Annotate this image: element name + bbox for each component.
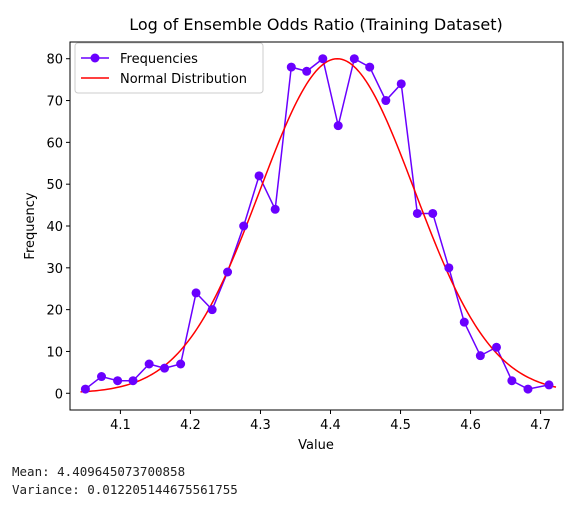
x-tick-label: 4.3 (250, 418, 271, 433)
x-tick-label: 4.5 (390, 418, 411, 433)
x-axis: 4.1 4.2 4.3 4.4 4.5 4.6 4.7 (110, 410, 551, 433)
mean-text: Mean: 4.409645073700858 (12, 464, 186, 479)
series-line-frequencies (84, 57, 550, 390)
legend-box (74, 42, 264, 94)
data-point-frequencies (381, 96, 391, 106)
data-point-frequencies (412, 208, 422, 218)
chart: Log of Ensemble Odds Ratio (Training Dat… (23, 15, 564, 453)
y-tick-label: 0 (55, 387, 63, 402)
data-point-frequencies (176, 359, 186, 369)
data-point-frequencies (444, 263, 454, 273)
y-tick-label: 70 (46, 95, 63, 110)
y-axis-label: Frequency (23, 192, 38, 259)
data-point-frequencies (207, 305, 217, 315)
y-tick-label: 10 (46, 345, 63, 360)
y-axis: 0 10 20 30 40 50 60 70 80 (46, 53, 70, 402)
data-point-frequencies (349, 54, 359, 64)
chart-title: Log of Ensemble Odds Ratio (Training Dat… (129, 15, 503, 34)
y-tick-label: 60 (46, 136, 63, 151)
data-point-frequencies (97, 372, 107, 382)
x-tick-label: 4.4 (320, 418, 341, 433)
data-point-frequencies (318, 54, 328, 64)
series-line-normal-distribution (80, 57, 557, 393)
data-point-frequencies (365, 62, 375, 72)
data-point-frequencies (80, 384, 90, 394)
data-point-frequencies (544, 380, 554, 390)
data-point-frequencies (396, 79, 406, 89)
data-point-frequencies (191, 288, 201, 298)
data-point-frequencies (428, 208, 438, 218)
y-tick-label: 80 (46, 53, 63, 68)
variance-text: Variance: 0.012205144675561755 (12, 482, 238, 497)
data-point-frequencies (254, 171, 264, 181)
legend: Frequencies Normal Distribution (74, 42, 264, 94)
stats-output: Mean: 4.409645073700858 Variance: 0.01220… (12, 463, 238, 499)
y-tick-label: 30 (46, 262, 63, 277)
data-point-frequencies (333, 121, 343, 131)
data-point-frequencies (239, 221, 249, 231)
data-point-frequencies (223, 267, 233, 277)
data-point-frequencies (302, 66, 312, 76)
legend-label-frequencies: Frequencies (120, 52, 198, 67)
data-point-frequencies (128, 376, 138, 386)
y-tick-label: 50 (46, 178, 63, 193)
x-tick-label: 4.6 (460, 418, 481, 433)
data-point-frequencies (270, 204, 280, 214)
y-tick-label: 40 (46, 220, 63, 235)
data-point-frequencies (459, 317, 469, 327)
data-point-frequencies (113, 376, 123, 386)
x-axis-label: Value (298, 438, 334, 453)
plot-frame (69, 41, 564, 411)
y-tick-label: 20 (46, 304, 63, 319)
data-point-frequencies (286, 62, 296, 72)
x-tick-label: 4.2 (180, 418, 201, 433)
data-point-frequencies (144, 359, 154, 369)
legend-marker-frequencies (90, 53, 100, 63)
legend-label-normal-distribution: Normal Distribution (120, 72, 247, 87)
data-point-frequencies (523, 384, 533, 394)
data-point-frequencies (507, 376, 517, 386)
plot-area (80, 54, 557, 394)
data-point-frequencies (160, 363, 170, 373)
x-tick-label: 4.7 (530, 418, 551, 433)
x-tick-label: 4.1 (110, 418, 131, 433)
data-point-frequencies (475, 351, 485, 361)
data-point-frequencies (491, 342, 501, 352)
